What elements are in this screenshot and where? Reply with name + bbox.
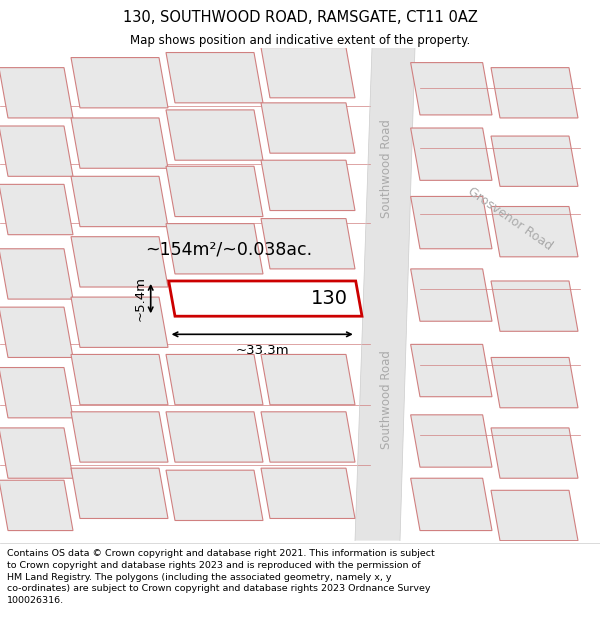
Polygon shape (166, 412, 263, 462)
Polygon shape (0, 249, 73, 299)
Polygon shape (410, 128, 492, 181)
Polygon shape (261, 160, 355, 211)
Polygon shape (261, 468, 355, 519)
Text: 130, SOUTHWOOD ROAD, RAMSGATE, CT11 0AZ: 130, SOUTHWOOD ROAD, RAMSGATE, CT11 0AZ (122, 11, 478, 26)
Polygon shape (410, 196, 492, 249)
Polygon shape (491, 490, 578, 541)
Polygon shape (410, 62, 492, 115)
Text: ~5.4m: ~5.4m (134, 276, 146, 321)
Polygon shape (166, 52, 263, 103)
Polygon shape (491, 206, 578, 257)
Text: Southwood Road: Southwood Road (380, 119, 392, 218)
Polygon shape (261, 412, 355, 462)
Polygon shape (491, 428, 578, 478)
Polygon shape (491, 357, 578, 408)
Polygon shape (0, 68, 73, 118)
Text: Contains OS data © Crown copyright and database right 2021. This information is : Contains OS data © Crown copyright and d… (7, 549, 435, 605)
Polygon shape (261, 103, 355, 153)
Text: ~154m²/~0.038ac.: ~154m²/~0.038ac. (145, 241, 312, 259)
Polygon shape (410, 478, 492, 531)
Polygon shape (71, 58, 168, 108)
Polygon shape (410, 344, 492, 397)
Text: Southwood Road: Southwood Road (380, 350, 392, 449)
Text: Map shows position and indicative extent of the property.: Map shows position and indicative extent… (130, 34, 470, 48)
Polygon shape (0, 126, 73, 176)
Polygon shape (71, 354, 168, 405)
Polygon shape (0, 184, 73, 234)
Polygon shape (71, 468, 168, 519)
Polygon shape (355, 48, 415, 541)
Polygon shape (491, 281, 578, 331)
Polygon shape (0, 368, 73, 418)
Polygon shape (410, 269, 492, 321)
Polygon shape (491, 68, 578, 118)
Polygon shape (166, 354, 263, 405)
Text: Grosvenor Road: Grosvenor Road (465, 184, 555, 253)
Polygon shape (491, 136, 578, 186)
Polygon shape (410, 415, 492, 467)
Polygon shape (0, 428, 73, 478)
Polygon shape (71, 237, 168, 287)
Polygon shape (261, 48, 355, 98)
Polygon shape (166, 166, 263, 217)
Polygon shape (166, 224, 263, 274)
Polygon shape (0, 307, 73, 358)
Polygon shape (71, 297, 168, 348)
Text: 130: 130 (311, 289, 348, 308)
Polygon shape (261, 354, 355, 405)
Polygon shape (169, 281, 362, 316)
Polygon shape (166, 110, 263, 160)
Polygon shape (166, 470, 263, 521)
Text: ~33.3m: ~33.3m (235, 344, 289, 357)
Polygon shape (261, 219, 355, 269)
Polygon shape (71, 176, 168, 227)
Polygon shape (71, 118, 168, 168)
Polygon shape (0, 480, 73, 531)
Polygon shape (71, 412, 168, 462)
